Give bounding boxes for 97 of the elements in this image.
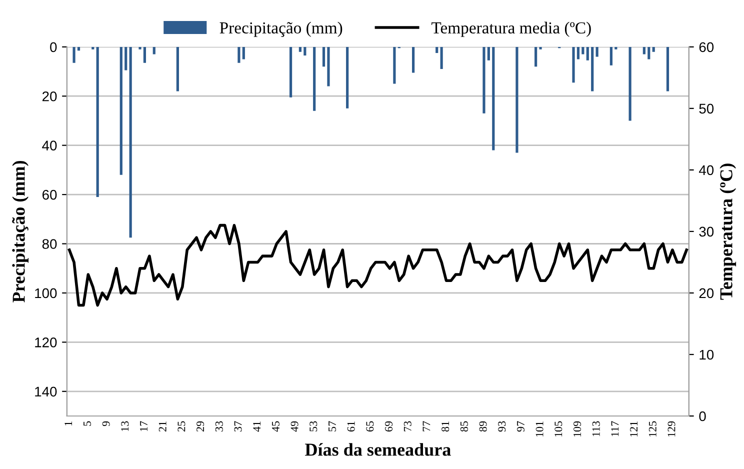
bar (313, 46, 316, 111)
y2-axis-title: Temperatura (ºC) (720, 164, 736, 300)
bar (298, 46, 302, 52)
bar (516, 46, 518, 153)
bar (534, 46, 538, 67)
bar (596, 46, 598, 57)
legend-label: Temperatura media (ºC) (432, 22, 591, 37)
bar (393, 46, 396, 84)
bar (138, 46, 142, 50)
y2-tick-label: 0 (699, 411, 706, 422)
y2-tick-label: 50 (699, 104, 714, 114)
x-tick-label: 69 (385, 421, 393, 432)
bar (591, 46, 594, 92)
x-tick-label: 89 (479, 421, 487, 432)
bar (642, 46, 646, 54)
bar (652, 46, 655, 52)
y2-tick-label: 20 (699, 288, 714, 298)
bar (120, 46, 122, 175)
y-tick-label: 20 (42, 91, 57, 102)
x-tick-label: 25 (178, 421, 186, 432)
bar (152, 46, 156, 54)
x-tick-label: 1 (64, 422, 72, 426)
y-tick-label: 40 (42, 140, 57, 150)
x-tick-label: 109 (573, 421, 581, 437)
x-tick-label: 125 (648, 421, 656, 437)
line-series (68, 224, 688, 307)
bar (482, 46, 486, 114)
bar (412, 46, 415, 73)
bar (92, 46, 94, 50)
x-tick-label: 121 (630, 422, 638, 437)
bar (327, 46, 330, 86)
y2-tick-label: 40 (698, 165, 714, 176)
bar (322, 46, 326, 67)
y-tick-label: 80 (42, 239, 57, 249)
bar (176, 46, 179, 92)
x-tick-label: 77 (422, 421, 430, 432)
bar (614, 46, 618, 50)
x-tick-label: 21 (158, 422, 166, 432)
x-tick-label: 105 (554, 421, 562, 437)
x-tick-label: 65 (366, 421, 374, 432)
x-tick-label: 61 (347, 422, 355, 432)
y-axis-title: Precipitação (mm) (12, 160, 29, 302)
y-tick-label: 60 (42, 190, 57, 200)
bar (436, 46, 438, 54)
x-tick-label: 5 (84, 421, 91, 426)
x-tick-label: 17 (140, 421, 148, 431)
y2-tick-label: 60 (699, 42, 714, 52)
y2-tick-label: 30 (699, 226, 714, 237)
y-tick-label: 100 (35, 288, 57, 298)
x-tick-label: 53 (310, 421, 318, 432)
bar (648, 46, 650, 60)
x-tick-label: 33 (215, 421, 223, 432)
x-tick-label: 37 (234, 421, 242, 432)
x-tick-label: 117 (611, 421, 619, 436)
x-tick-label: 29 (196, 421, 204, 432)
bar (440, 46, 443, 70)
x-tick-label: 13 (121, 421, 129, 431)
x-tick-label: 9 (102, 421, 110, 426)
x-tick-label: 81 (442, 422, 450, 432)
bar (238, 46, 240, 63)
bar (492, 46, 495, 150)
y-tick-label: 0 (50, 42, 57, 52)
x-tick-label: 129 (668, 421, 676, 437)
bar (143, 46, 146, 63)
x-tick-label: 85 (460, 421, 468, 432)
x-tick-label: 93 (498, 421, 506, 432)
x-tick-label: 101 (536, 422, 544, 437)
y-tick-label: 140 (35, 386, 57, 397)
bar (576, 46, 580, 60)
y2-tick-label: 10 (700, 350, 714, 360)
bar (304, 46, 306, 56)
bar (129, 46, 132, 238)
bar (487, 46, 490, 60)
x-tick-label: 57 (328, 421, 336, 432)
bar (572, 46, 575, 83)
bar (666, 46, 670, 92)
bar (242, 46, 245, 60)
bar (72, 46, 76, 63)
bar (539, 46, 542, 50)
bar (289, 46, 292, 98)
x-tick-label: 97 (516, 421, 524, 432)
x-tick-label: 49 (290, 421, 298, 432)
bar (610, 46, 612, 66)
y-tick-label: 120 (35, 338, 57, 348)
x-axis-title: Días da semeadura (305, 443, 451, 456)
legend-label: Precipitação (mm) (220, 22, 342, 37)
bar (586, 46, 589, 60)
x-tick-label: 41 (253, 422, 260, 432)
bar (96, 46, 99, 197)
bar (346, 46, 349, 108)
bar (77, 46, 80, 51)
x-tick-label: 73 (404, 421, 412, 432)
x-tick-label: 45 (272, 421, 280, 432)
bar (582, 46, 584, 54)
x-tick-label: 113 (592, 421, 600, 436)
bar (124, 46, 128, 70)
bar (628, 46, 632, 121)
